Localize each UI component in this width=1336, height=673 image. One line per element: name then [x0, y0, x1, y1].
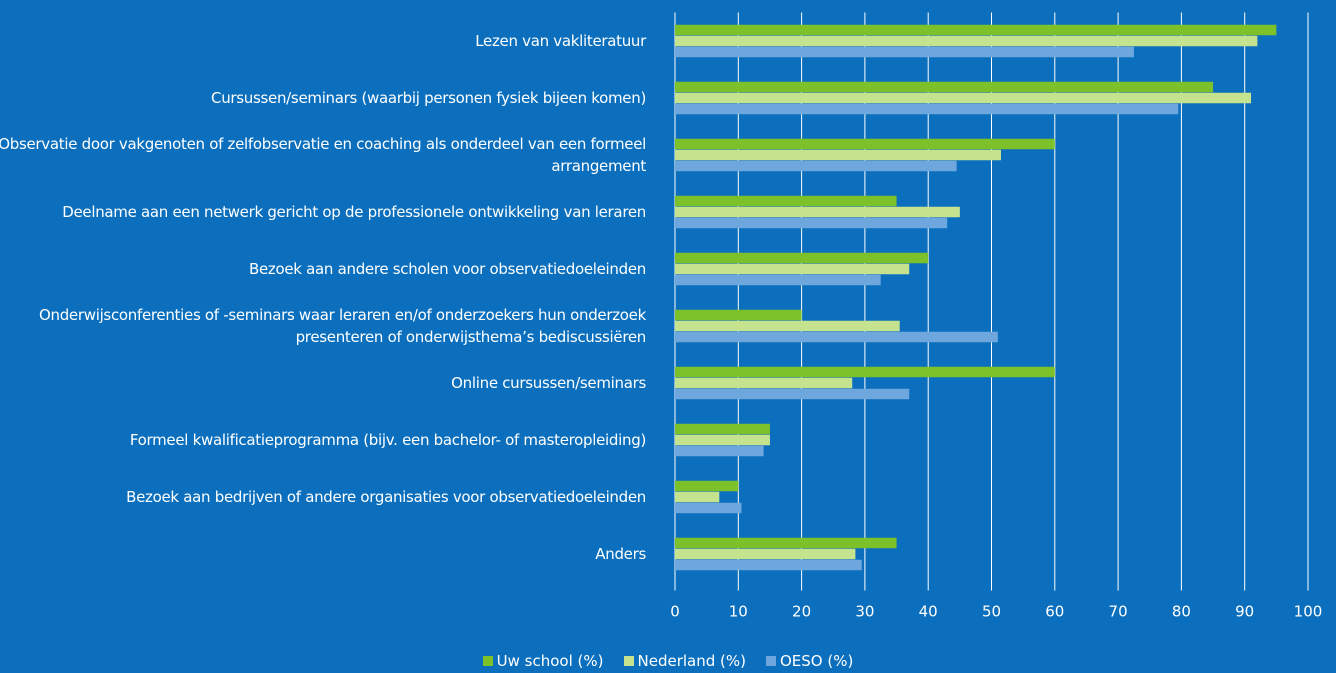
- bar: [675, 480, 739, 492]
- category-label: Lezen van vakliteratuur: [475, 32, 646, 50]
- category-label: Bezoek aan bedrijven of andere organisat…: [126, 488, 646, 506]
- legend: Uw school (%) Nederland (%) OESO (%): [0, 652, 1336, 670]
- x-tick-label: 0: [670, 603, 680, 621]
- category-label: Anders: [595, 545, 646, 563]
- legend-swatch: [482, 656, 493, 666]
- x-tick-label: 90: [1235, 603, 1254, 621]
- bar: [675, 206, 960, 218]
- bar: [675, 434, 770, 446]
- bar: [675, 160, 957, 172]
- bar: [675, 46, 1134, 58]
- bar: [675, 149, 1001, 161]
- bar: [675, 423, 770, 435]
- bar: [675, 252, 929, 264]
- category-label: Deelname aan een netwerk gericht op de p…: [62, 203, 646, 221]
- legend-label: Uw school (%): [496, 652, 604, 670]
- bar: [675, 35, 1258, 47]
- x-tick-label: 30: [855, 603, 874, 621]
- bar: [675, 377, 853, 389]
- bar: [675, 320, 900, 332]
- legend-item: Uw school (%): [482, 652, 604, 670]
- legend-item: OESO (%): [765, 652, 854, 670]
- category-label: Onderwijsconferenties of -seminars waar …: [39, 306, 646, 346]
- category-label: Formeel kwalificatieprogramma (bijv. een…: [129, 431, 646, 449]
- category-label: Online cursussen/seminars: [451, 374, 646, 392]
- bar: [675, 138, 1055, 150]
- bar: [675, 217, 948, 229]
- x-tick-label: 20: [792, 603, 811, 621]
- legend-swatch: [765, 656, 776, 666]
- x-tick-label: 60: [1045, 603, 1064, 621]
- bar: [675, 548, 856, 560]
- bar: [675, 445, 764, 457]
- x-tick-label: 50: [982, 603, 1001, 621]
- bar: [675, 24, 1277, 36]
- bar: [675, 81, 1214, 93]
- category-label: Cursussen/seminars (waarbij personen fys…: [211, 89, 646, 107]
- bar: [675, 388, 910, 400]
- bar: [675, 309, 802, 321]
- bar: [675, 366, 1055, 378]
- x-tick-label: 40: [919, 603, 938, 621]
- category-label: Observatie door vakgenoten of zelfobserv…: [0, 135, 646, 175]
- bar: [675, 537, 897, 549]
- bar: [675, 274, 881, 286]
- bar: [675, 559, 862, 571]
- bar: [675, 502, 742, 514]
- legend-label: OESO (%): [779, 652, 854, 670]
- bar: [675, 103, 1179, 115]
- legend-item: Nederland (%): [623, 652, 746, 670]
- bar: [675, 263, 910, 275]
- bar: [675, 491, 720, 503]
- x-tick-label: 80: [1172, 603, 1191, 621]
- legend-swatch: [623, 656, 634, 666]
- bar: [675, 195, 897, 207]
- x-tick-label: 100: [1294, 603, 1323, 621]
- x-tick-label: 10: [729, 603, 748, 621]
- legend-label: Nederland (%): [637, 652, 746, 670]
- category-label: Bezoek aan andere scholen voor observati…: [249, 260, 646, 278]
- bar: [675, 331, 998, 343]
- bar: [675, 92, 1252, 104]
- x-tick-label: 70: [1109, 603, 1128, 621]
